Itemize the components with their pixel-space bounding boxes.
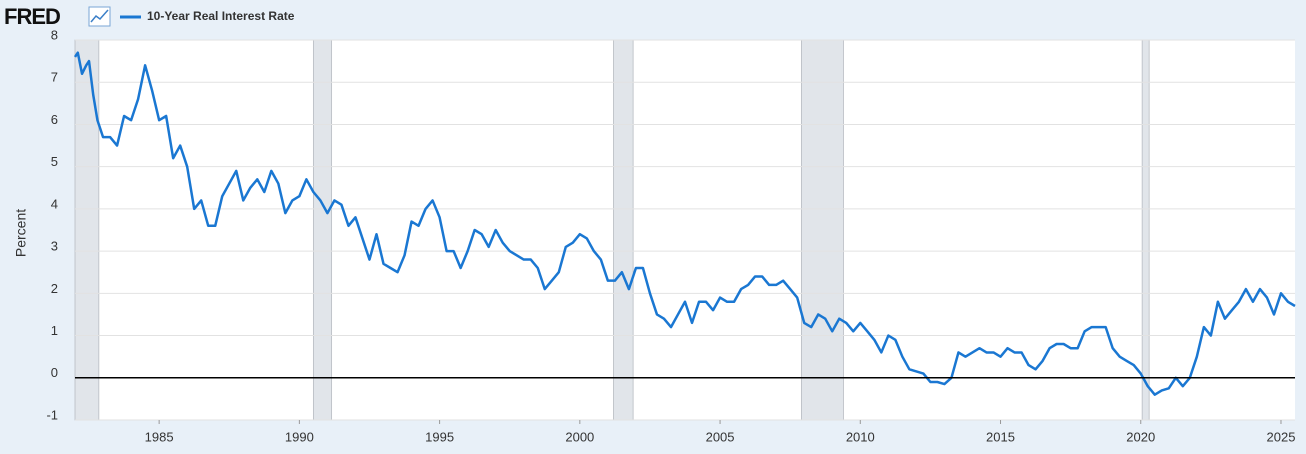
icon-frame [88, 6, 111, 27]
line-series [73, 51, 1296, 396]
x-tick-label: 1995 [425, 429, 454, 444]
y-tick-label: 6 [51, 112, 58, 127]
plot-area [75, 40, 1295, 420]
y-tick-label: 3 [51, 239, 58, 254]
x-tick-label: 1990 [285, 429, 314, 444]
legend-label: 10-Year Real Interest Rate [147, 9, 295, 23]
y-tick-label: 2 [51, 281, 58, 296]
x-tick-label: 2025 [1267, 429, 1296, 444]
recession-band [1141, 39, 1150, 421]
x-tick-label: 2015 [986, 429, 1015, 444]
y-tick-label: 1 [51, 323, 58, 338]
y-tick-label: 0 [51, 365, 58, 380]
x-tick-label: 1985 [145, 429, 174, 444]
x-tick-label: 2005 [706, 429, 735, 444]
logo-icon [88, 6, 111, 27]
recession-band [613, 39, 634, 421]
icon-line [90, 9, 109, 23]
logo: FRED [4, 4, 60, 29]
y-tick-label: 4 [51, 196, 58, 211]
recession-band [74, 39, 100, 421]
y-tick-label: -1 [46, 407, 58, 422]
x-tick-label: 2000 [565, 429, 594, 444]
y-tick-label: 5 [51, 154, 58, 169]
y-tick-label: 8 [51, 27, 58, 42]
x-tick-label: 2020 [1126, 429, 1155, 444]
recession-band [312, 39, 333, 421]
recession-band [800, 39, 844, 421]
x-tick-label: 2010 [846, 429, 875, 444]
y-axis-label: Percent [13, 209, 29, 257]
y-tick-label: 7 [51, 70, 58, 85]
